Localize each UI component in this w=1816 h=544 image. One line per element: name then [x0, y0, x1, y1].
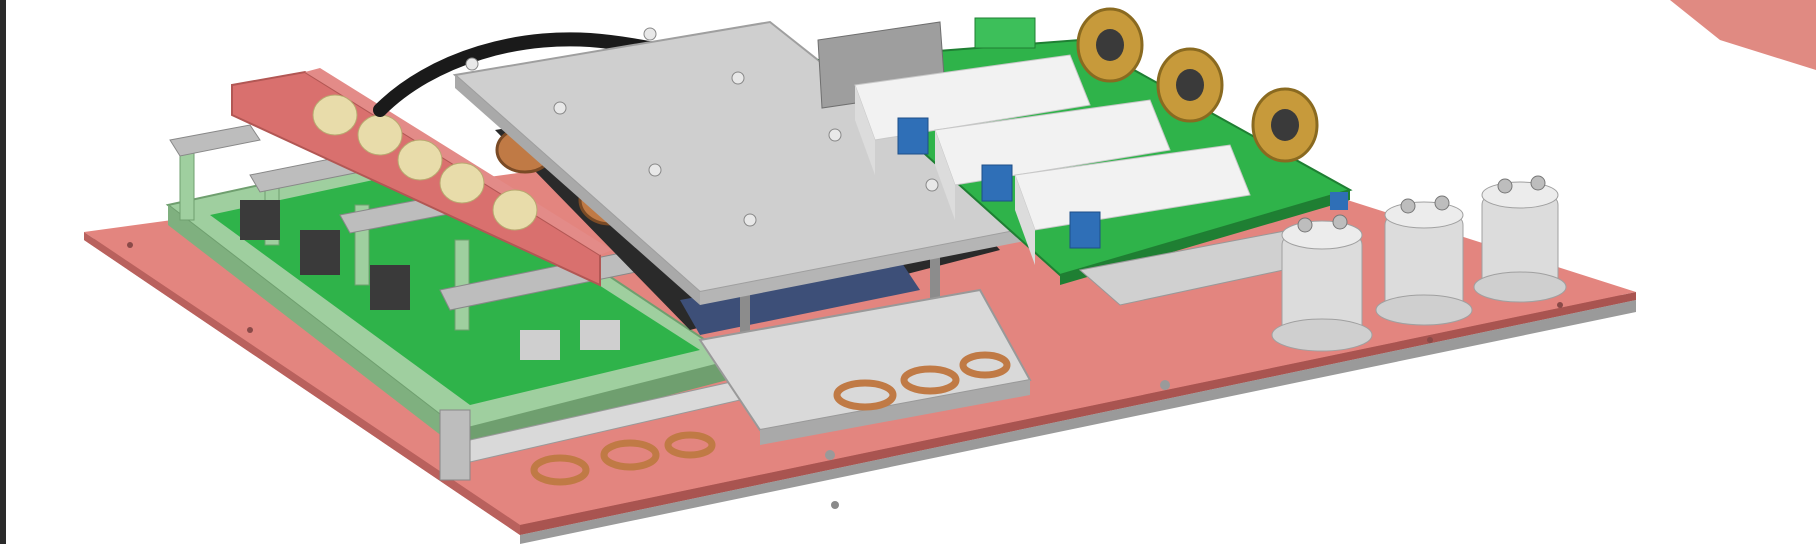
left-border	[0, 0, 6, 544]
switching-module	[165, 124, 741, 486]
plate-holes	[127, 242, 1563, 509]
contactor-terminals	[1271, 175, 1567, 352]
corner-panel	[1670, 0, 1816, 70]
heatsink-plate	[452, 20, 1033, 305]
control-board	[817, 7, 1353, 306]
